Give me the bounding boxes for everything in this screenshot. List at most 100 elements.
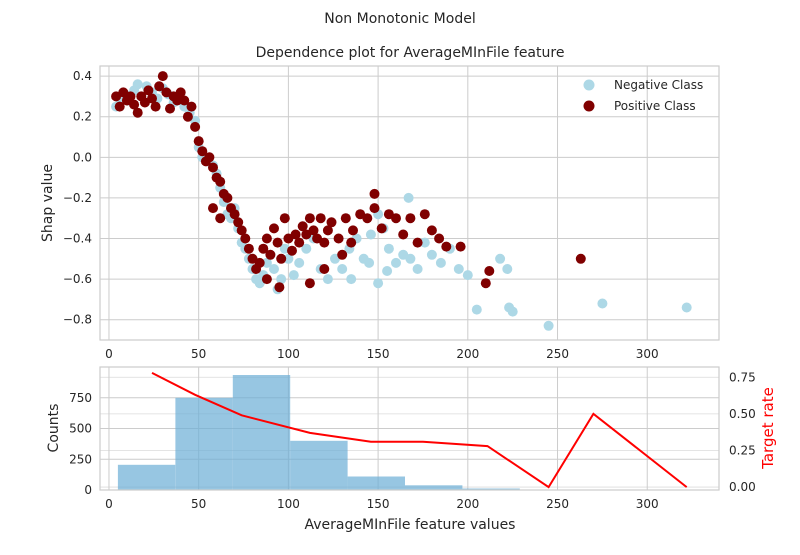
histogram-bar <box>290 441 347 490</box>
positive-class-point <box>348 225 358 235</box>
positive-class-point <box>413 238 423 248</box>
positive-class-point <box>370 189 380 199</box>
positive-class-point <box>274 282 284 292</box>
positive-class-point <box>240 234 250 244</box>
x-tick-label: 150 <box>367 497 390 511</box>
negative-class-point <box>366 230 376 240</box>
legend-marker-negative <box>584 80 595 91</box>
negative-class-point <box>404 193 414 203</box>
positive-class-point <box>576 254 586 264</box>
positive-class-point <box>208 203 218 213</box>
x-tick-label: 100 <box>277 347 300 361</box>
x-tick-label: 250 <box>546 497 569 511</box>
negative-class-point <box>682 303 692 313</box>
legend-label-positive: Positive Class <box>614 99 696 113</box>
y-tick-label: 0.2 <box>73 110 92 124</box>
negative-class-point <box>373 278 383 288</box>
y2-tick-label: 0.00 <box>729 480 756 494</box>
dependence-plot-y-ticks: 0.40.20.0−0.2−0.4−0.6−0.8 <box>63 69 92 327</box>
histogram-x-label: AverageMInFile feature values <box>305 517 516 533</box>
x-tick-label: 150 <box>367 347 390 361</box>
x-tick-label: 200 <box>456 347 479 361</box>
positive-class-point <box>151 102 161 112</box>
positive-class-point <box>405 213 415 223</box>
negative-class-point <box>289 270 299 280</box>
positive-class-point <box>158 71 168 81</box>
positive-class-point <box>269 223 279 233</box>
positive-class-point <box>484 266 494 276</box>
positive-class-point <box>133 108 143 118</box>
positive-class-point <box>346 238 356 248</box>
x-tick-label: 250 <box>546 347 569 361</box>
positive-class-point <box>244 244 254 254</box>
positive-class-point <box>262 234 272 244</box>
positive-class-point <box>481 278 491 288</box>
histogram-y2-ticks: 0.000.250.500.75 <box>729 370 756 494</box>
negative-class-point <box>427 250 437 260</box>
negative-class-point <box>405 254 415 264</box>
x-tick-label: 50 <box>191 347 206 361</box>
y-tick-label: 0.4 <box>73 69 92 83</box>
x-tick-label: 200 <box>456 497 479 511</box>
y2-tick-label: 0.50 <box>729 407 756 421</box>
negative-class-point <box>269 264 279 274</box>
positive-class-point <box>398 230 408 240</box>
positive-class-point <box>255 258 265 268</box>
histogram-bar <box>233 375 290 490</box>
positive-class-point <box>427 225 437 235</box>
positive-class-point <box>187 102 197 112</box>
positive-class-point <box>276 254 286 264</box>
positive-class-point <box>215 213 225 223</box>
y2-tick-label: 0.25 <box>729 443 756 457</box>
positive-class-point <box>305 278 315 288</box>
negative-class-point <box>384 244 394 254</box>
negative-class-point <box>454 264 464 274</box>
histogram-bar <box>348 477 405 491</box>
positive-class-point <box>305 213 315 223</box>
positive-class-point <box>273 238 283 248</box>
positive-class-point <box>334 234 344 244</box>
dependence-plot-y-label: Shap value <box>40 164 56 242</box>
x-tick-label: 0 <box>105 497 113 511</box>
y-tick-label: 250 <box>69 452 92 466</box>
histogram-bar <box>175 398 232 490</box>
x-tick-label: 300 <box>636 497 659 511</box>
positive-class-point <box>262 274 272 284</box>
x-tick-label: 100 <box>277 497 300 511</box>
dependence-plot-legend: Negative Class Positive Class <box>584 78 704 113</box>
negative-class-point <box>463 270 473 280</box>
negative-class-point <box>495 254 505 264</box>
legend-marker-positive <box>584 101 595 112</box>
positive-class-point <box>265 250 275 260</box>
y-tick-label: −0.6 <box>63 272 92 286</box>
positive-class-point <box>208 163 218 173</box>
positive-class-point <box>391 213 401 223</box>
x-tick-label: 0 <box>105 347 113 361</box>
x-tick-label: 300 <box>636 347 659 361</box>
negative-class-point <box>346 274 356 284</box>
y-tick-label: −0.8 <box>63 313 92 327</box>
y-tick-label: 500 <box>69 422 92 436</box>
positive-class-point <box>215 177 225 187</box>
positive-class-point <box>362 213 372 223</box>
positive-class-point <box>341 213 351 223</box>
y-tick-label: 750 <box>69 391 92 405</box>
negative-class-point <box>133 79 143 89</box>
positive-class-point <box>280 213 290 223</box>
positive-class-point <box>294 238 304 248</box>
positive-class-point <box>194 136 204 146</box>
positive-class-point <box>204 152 214 162</box>
x-tick-label: 50 <box>191 497 206 511</box>
negative-class-point <box>323 274 333 284</box>
positive-class-point <box>327 217 337 227</box>
positive-class-point <box>420 209 430 219</box>
histogram-y-label: Counts <box>46 404 62 453</box>
figure-suptitle: Non Monotonic Model <box>324 11 475 27</box>
y-tick-label: −0.2 <box>63 191 92 205</box>
positive-class-point <box>183 112 193 122</box>
positive-class-point <box>434 234 444 244</box>
y-tick-label: −0.4 <box>63 232 92 246</box>
negative-class-point <box>436 258 446 268</box>
negative-class-point <box>544 321 554 331</box>
